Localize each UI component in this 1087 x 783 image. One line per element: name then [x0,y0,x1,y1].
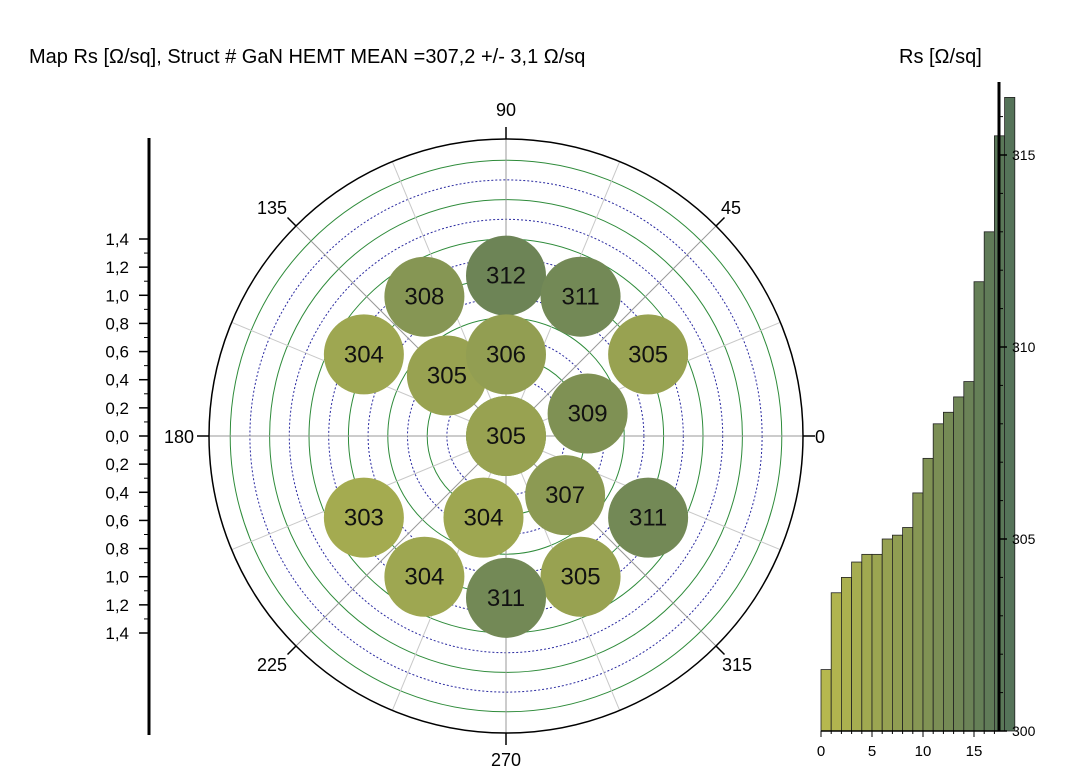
histogram-bar [820,669,832,732]
y-tick-label: 0,6 [105,511,129,530]
histogram-bar [902,527,914,732]
site-value-label: 312 [486,263,526,290]
angle-tick [715,645,726,656]
histogram-x-tick-label: 5 [868,743,876,760]
site-value-label: 311 [629,505,667,532]
site-marker [547,373,628,454]
histogram-y-tick-label: 300 [1012,723,1036,739]
histogram-bar [881,538,893,732]
rs-histogram: 0 5 10 15 315 310 305 300 [817,82,1036,760]
y-tick-label: 1,0 [105,286,129,305]
histogram-bar [871,553,883,732]
site-marker [384,536,465,617]
y-tick-label: 0,4 [105,483,129,502]
site-value-label: 307 [545,482,585,509]
radial-spoke [295,435,507,647]
map-y-axis: 1,4 1,2 1,0 0,8 0,6 0,4 0,2 0,0 0,2 0,4 0,6 0,8 1,0 1… [105,138,151,735]
site-marker [540,536,621,617]
histogram-y-tick-label: 315 [1012,147,1036,163]
chart-title: Map Rs [Ω/sq], Struct # GaN HEMT MEAN =3… [29,46,586,68]
histogram-bar [953,396,965,732]
histogram-bar [1004,97,1016,732]
histogram-bar [851,561,863,732]
site-marker [443,477,524,558]
y-tick-label: 1,4 [105,624,129,643]
angle-label: 225 [257,655,287,675]
site-marker [608,314,689,395]
angle-label: 180 [164,427,194,447]
site-marker [466,396,546,476]
histogram-y-tick-label: 305 [1012,531,1036,547]
histogram-x-tick-label: 10 [915,743,932,760]
histogram-axis-title: Rs [Ω/sq] [899,46,982,68]
site-value-label: 304 [463,505,503,532]
angle-tick [286,216,297,227]
angle-label: 90 [496,100,516,120]
site-value-label: 308 [404,284,444,311]
angle-label: 270 [491,750,521,770]
site-marker [466,314,546,395]
site-value-label: 305 [427,362,467,389]
angle-label: 135 [257,198,287,218]
y-tick-label: 1,2 [105,258,129,277]
histogram-bar [973,281,985,732]
y-tick-label: 0,8 [105,540,129,559]
histogram-bar [943,411,955,732]
histogram-bar [830,592,842,732]
site-value-label: 306 [486,341,526,368]
histogram-bar [861,553,873,732]
y-tick-label: 0,0 [105,427,129,446]
histogram-bar [841,577,853,732]
histogram-bar [912,492,924,732]
angle-tick [286,645,297,656]
y-tick-label: 1,2 [105,596,129,615]
site-marker [608,477,689,558]
histogram-x-tick-label: 0 [817,743,825,760]
y-tick-label: 1,4 [105,230,129,249]
histogram-y-tick-label: 310 [1012,339,1036,355]
y-tick-label: 0,8 [105,314,129,333]
site-value-label: 303 [344,505,384,532]
site-value-label: 305 [561,564,601,591]
site-value-label: 304 [344,341,384,368]
histogram-bar [963,381,975,732]
y-tick-label: 0,2 [105,399,129,418]
y-tick-label: 0,2 [105,455,129,474]
y-tick-label: 0,4 [105,371,129,390]
site-value-label: 309 [568,400,608,427]
histogram-bar [983,231,995,732]
site-marker [466,235,546,316]
angle-label: 315 [722,655,752,675]
histogram-x-tick-label: 15 [966,743,983,760]
histogram-bar [932,423,944,732]
site-value-label: 304 [404,564,444,591]
histogram-bar [892,534,904,732]
histogram-bar [922,457,934,732]
radial-spoke [505,225,717,437]
angle-label: 45 [721,198,741,218]
site-marker [540,256,621,337]
site-value-label: 305 [628,341,668,368]
site-value-label: 311 [561,284,599,311]
y-tick-label: 1,0 [105,568,129,587]
site-marker [323,477,404,558]
site-marker [466,557,546,638]
angle-label: 0 [815,427,825,447]
angle-tick [715,216,726,227]
site-marker [384,256,465,337]
site-value-label: 305 [486,423,526,450]
site-marker [323,314,404,395]
site-value-label: 311 [487,585,525,612]
y-tick-label: 0,6 [105,343,129,362]
site-marker [525,455,606,536]
polar-wafer-map: 0 45 90 135 180 225 270 315 312 308 311 304 305 305 30… [164,100,825,770]
